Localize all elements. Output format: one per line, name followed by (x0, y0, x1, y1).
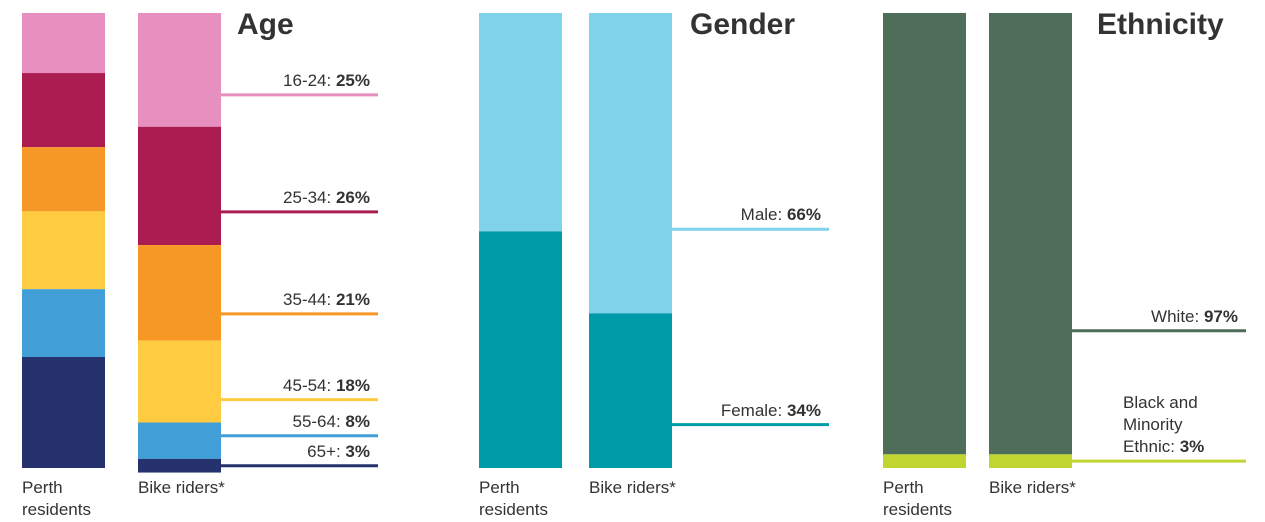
series-name: 25-34: (283, 187, 332, 207)
segment-label: 65+: 3% (307, 441, 370, 463)
series-name: 55-64: (292, 411, 341, 431)
segment-label: 45-54: 18% (283, 375, 370, 397)
series-name: 65+: (307, 441, 341, 461)
bar-segment (989, 13, 1072, 455)
bar-segment (883, 454, 966, 468)
bar-label: Bike riders* (589, 478, 676, 497)
value-label: 26% (335, 187, 370, 207)
series-name: Male: (740, 205, 783, 225)
series-name: White: (1151, 306, 1200, 326)
bar-segment (138, 13, 221, 127)
segment-label: White: 97% (1151, 306, 1238, 328)
bar-label: Bike riders* (989, 478, 1076, 497)
bar-segment (989, 454, 1072, 468)
value-label: 3% (1179, 437, 1205, 457)
bar-segment (138, 340, 221, 423)
bar-segment (589, 313, 672, 468)
bar-label: Perth residents (883, 478, 952, 519)
segment-label: Black and Minority Ethnic: 3% (1123, 392, 1238, 458)
bar-segment (479, 231, 562, 468)
panel-title: Gender (690, 8, 796, 41)
bar-segment (22, 211, 105, 290)
bar-segment (22, 289, 105, 357)
segment-label: 55-64: 8% (292, 411, 370, 433)
series-name: Female: (720, 400, 783, 420)
value-label: 34% (786, 400, 821, 420)
segment-label: 16-24: 25% (283, 70, 370, 92)
value-label: 66% (786, 205, 821, 225)
bar-segment (138, 422, 221, 459)
segment-label: 35-44: 21% (283, 289, 370, 311)
series-name: 45-54: (283, 375, 332, 395)
bar-segment (589, 13, 672, 314)
bar-segment (22, 73, 105, 148)
value-label: 21% (335, 289, 370, 309)
segment-label: Female: 34% (721, 400, 821, 422)
bar-segment (138, 458, 221, 473)
segment-label: Male: 66% (741, 204, 821, 226)
bar-segment (22, 356, 105, 468)
bar-segment (479, 13, 562, 232)
bar-segment (138, 126, 221, 246)
bar-label: Perth residents (22, 478, 91, 519)
bar-segment (883, 13, 966, 455)
segment-label: 25-34: 26% (283, 187, 370, 209)
value-label: 97% (1203, 306, 1238, 326)
bar-label: Perth residents (479, 478, 548, 519)
value-label: 8% (345, 411, 370, 431)
series-name: 16-24: (283, 70, 332, 90)
panel-title: Ethnicity (1097, 8, 1224, 41)
value-label: 3% (345, 441, 370, 461)
bar-segment (22, 147, 105, 212)
panel-title: Age (237, 8, 294, 41)
bar-segment (138, 245, 221, 341)
value-label: 25% (335, 70, 370, 90)
value-label: 18% (335, 375, 370, 395)
series-name: Black and Minority Ethnic: (1123, 393, 1198, 457)
series-name: 35-44: (283, 289, 332, 309)
bar-label: Bike riders* (138, 478, 225, 497)
bar-segment (22, 13, 105, 74)
